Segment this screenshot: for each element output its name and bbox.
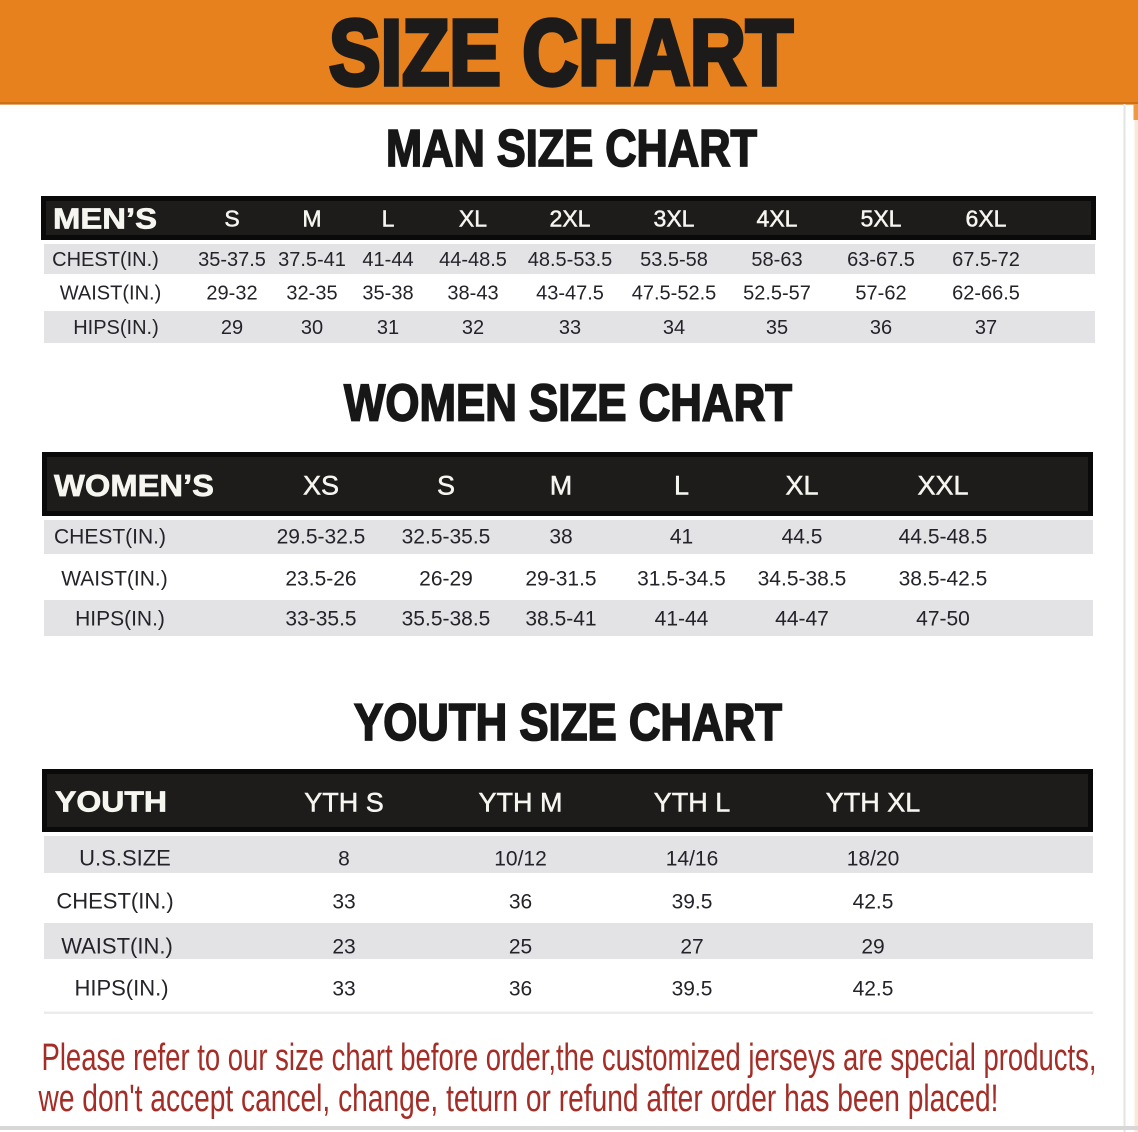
svg-text:4XL: 4XL [757, 206, 798, 232]
svg-text:HIPS(IN.): HIPS(IN.) [75, 607, 165, 630]
svg-text:38: 38 [549, 526, 572, 549]
svg-text:8: 8 [338, 848, 350, 871]
svg-text:3XL: 3XL [654, 206, 695, 232]
svg-text:WAIST(IN.): WAIST(IN.) [61, 567, 168, 590]
svg-text:WAIST(IN.): WAIST(IN.) [61, 934, 173, 959]
svg-text:XS: XS [303, 471, 339, 501]
svg-text:18/20: 18/20 [847, 848, 900, 871]
svg-text:44-47: 44-47 [775, 607, 829, 630]
svg-text:29: 29 [861, 936, 884, 959]
svg-text:U.S.SIZE: U.S.SIZE [79, 846, 171, 871]
svg-text:48.5-53.5: 48.5-53.5 [528, 249, 613, 271]
svg-text:41: 41 [670, 526, 693, 549]
svg-text:38.5-42.5: 38.5-42.5 [899, 567, 988, 590]
svg-text:52.5-57: 52.5-57 [743, 283, 811, 305]
svg-text:30: 30 [301, 317, 323, 339]
svg-text:YOUTH: YOUTH [55, 787, 167, 819]
svg-text:34.5-38.5: 34.5-38.5 [758, 567, 847, 590]
svg-text:YOUTH SIZE CHART: YOUTH SIZE CHART [354, 694, 782, 752]
svg-text:35: 35 [766, 317, 788, 339]
svg-text:44.5: 44.5 [782, 526, 823, 549]
svg-text:HIPS(IN.): HIPS(IN.) [74, 976, 168, 1001]
svg-text:67.5-72: 67.5-72 [952, 249, 1020, 271]
svg-text:37: 37 [975, 317, 997, 339]
svg-text:MEN’S: MEN’S [53, 204, 157, 236]
svg-text:47-50: 47-50 [916, 607, 970, 630]
svg-text:58-63: 58-63 [751, 249, 802, 271]
svg-text:5XL: 5XL [861, 206, 902, 232]
svg-text:CHEST(IN.): CHEST(IN.) [52, 249, 159, 271]
svg-text:25: 25 [509, 936, 532, 959]
svg-text:36: 36 [509, 891, 532, 914]
svg-text:33: 33 [559, 317, 581, 339]
svg-text:32.5-35.5: 32.5-35.5 [402, 526, 491, 549]
svg-text:WOMEN SIZE CHART: WOMEN SIZE CHART [344, 374, 792, 432]
svg-text:26-29: 26-29 [419, 567, 473, 590]
svg-text:35-37.5: 35-37.5 [198, 249, 266, 271]
svg-text:29.5-32.5: 29.5-32.5 [277, 526, 366, 549]
svg-text:YTH M: YTH M [479, 788, 563, 818]
svg-text:WOMEN’S: WOMEN’S [54, 468, 214, 503]
svg-text:6XL: 6XL [966, 206, 1007, 232]
svg-text:44.5-48.5: 44.5-48.5 [899, 526, 988, 549]
svg-text:WAIST(IN.): WAIST(IN.) [60, 283, 161, 305]
svg-text:44-48.5: 44-48.5 [439, 249, 507, 271]
svg-text:57-62: 57-62 [855, 283, 906, 305]
svg-text:M: M [550, 471, 573, 501]
svg-text:31.5-34.5: 31.5-34.5 [637, 567, 726, 590]
svg-text:29-31.5: 29-31.5 [525, 567, 596, 590]
svg-text:SIZE CHART: SIZE CHART [329, 1, 793, 105]
svg-text:CHEST(IN.): CHEST(IN.) [54, 526, 166, 549]
svg-text:35-38: 35-38 [362, 283, 413, 305]
svg-text:38.5-41: 38.5-41 [525, 607, 596, 630]
svg-text:MAN SIZE CHART: MAN SIZE CHART [386, 120, 757, 178]
svg-text:S: S [224, 206, 239, 232]
svg-text:34: 34 [663, 317, 685, 339]
svg-text:63-67.5: 63-67.5 [847, 249, 915, 271]
svg-text:33: 33 [332, 978, 355, 1001]
svg-text:CHEST(IN.): CHEST(IN.) [56, 889, 173, 914]
svg-text:37.5-41: 37.5-41 [278, 249, 346, 271]
svg-text:10/12: 10/12 [494, 848, 547, 871]
svg-text:YTH S: YTH S [304, 788, 384, 818]
svg-text:29: 29 [221, 317, 243, 339]
svg-text:38-43: 38-43 [447, 283, 498, 305]
svg-text:XXL: XXL [917, 471, 968, 501]
svg-text:Please refer to our size chart: Please refer to our size chart before or… [42, 1037, 1097, 1079]
svg-text:XL: XL [459, 206, 487, 232]
svg-text:35.5-38.5: 35.5-38.5 [402, 607, 491, 630]
svg-text:YTH L: YTH L [654, 788, 731, 818]
svg-text:32: 32 [462, 317, 484, 339]
svg-text:62-66.5: 62-66.5 [952, 283, 1020, 305]
svg-text:S: S [437, 471, 455, 501]
svg-text:M: M [302, 206, 321, 232]
svg-text:27: 27 [680, 936, 703, 959]
svg-text:36: 36 [509, 978, 532, 1001]
svg-text:23.5-26: 23.5-26 [285, 567, 356, 590]
svg-text:53.5-58: 53.5-58 [640, 249, 708, 271]
svg-text:we don't accept cancel, change: we don't accept cancel, change, teturn o… [38, 1078, 999, 1120]
svg-text:36: 36 [870, 317, 892, 339]
svg-text:41-44: 41-44 [655, 607, 709, 630]
svg-text:42.5: 42.5 [853, 891, 894, 914]
svg-text:HIPS(IN.): HIPS(IN.) [73, 317, 159, 339]
svg-text:41-44: 41-44 [362, 249, 413, 271]
svg-text:42.5: 42.5 [853, 978, 894, 1001]
svg-text:L: L [674, 471, 689, 501]
svg-text:32-35: 32-35 [286, 283, 337, 305]
svg-text:23: 23 [332, 936, 355, 959]
svg-text:43-47.5: 43-47.5 [536, 283, 604, 305]
svg-text:YTH XL: YTH XL [826, 788, 921, 818]
svg-text:39.5: 39.5 [672, 978, 713, 1001]
svg-text:14/16: 14/16 [666, 848, 719, 871]
svg-text:31: 31 [377, 317, 399, 339]
svg-text:33-35.5: 33-35.5 [285, 607, 356, 630]
svg-text:2XL: 2XL [550, 206, 591, 232]
svg-text:39.5: 39.5 [672, 891, 713, 914]
svg-text:33: 33 [332, 891, 355, 914]
svg-text:XL: XL [785, 471, 818, 501]
svg-text:47.5-52.5: 47.5-52.5 [632, 283, 717, 305]
svg-text:L: L [382, 206, 395, 232]
svg-text:29-32: 29-32 [206, 283, 257, 305]
